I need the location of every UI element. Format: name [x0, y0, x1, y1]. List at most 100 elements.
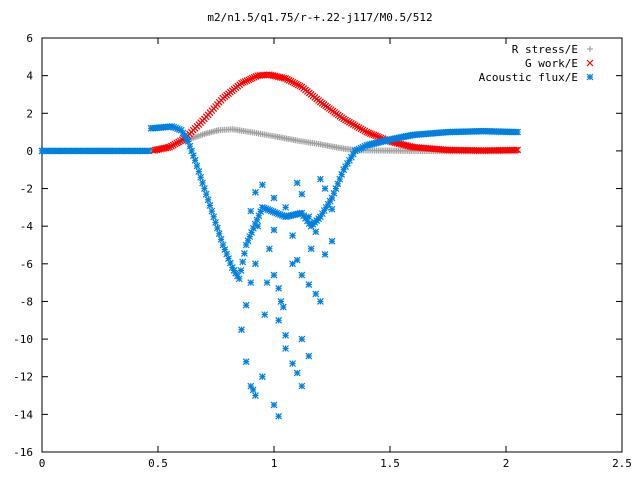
data-point	[239, 78, 247, 86]
data-point	[245, 76, 253, 84]
data-point	[217, 235, 225, 243]
data-point	[316, 175, 324, 183]
data-point	[213, 224, 221, 232]
data-point	[270, 401, 278, 409]
y-tick-label: -8	[20, 295, 33, 308]
legend-marker	[587, 46, 593, 52]
data-point	[277, 298, 285, 305]
data-point	[204, 196, 212, 204]
data-point	[287, 77, 295, 85]
data-point	[275, 412, 283, 420]
data-point	[254, 222, 262, 230]
data-point	[282, 345, 290, 352]
data-point	[258, 373, 266, 381]
y-tick-label: -10	[13, 333, 33, 346]
data-point	[307, 245, 315, 253]
data-point	[289, 78, 297, 86]
data-point	[247, 279, 255, 287]
data-point	[289, 232, 296, 240]
data-point	[328, 205, 336, 213]
data-point	[208, 207, 216, 215]
data-point	[363, 128, 371, 136]
data-point	[512, 146, 520, 154]
data-point	[261, 311, 269, 319]
data-point	[199, 179, 206, 187]
data-point	[321, 185, 329, 192]
data-point	[252, 260, 259, 268]
y-tick-label: 0	[26, 145, 33, 158]
data-point	[332, 185, 340, 192]
data-point	[293, 369, 301, 377]
data-point	[305, 281, 313, 288]
data-point	[200, 185, 208, 192]
data-point	[265, 245, 273, 253]
y-tick-label: -14	[13, 408, 33, 421]
data-point	[282, 331, 290, 339]
data-point	[312, 228, 320, 236]
data-point	[215, 230, 223, 238]
data-point	[293, 80, 300, 88]
data-point	[282, 203, 290, 211]
data-point	[247, 75, 254, 83]
data-point	[279, 303, 287, 311]
data-point	[242, 301, 250, 309]
data-point	[238, 326, 245, 334]
data-point	[252, 392, 259, 399]
data-point	[275, 284, 283, 292]
x-tick-label: 0.5	[148, 457, 168, 470]
data-point	[239, 258, 247, 266]
y-tick-label: 4	[26, 70, 33, 83]
data-point	[145, 147, 153, 155]
data-point	[289, 360, 296, 367]
data-point	[193, 162, 201, 170]
data-point	[252, 188, 259, 196]
legend-label: Acoustic flux/E	[479, 71, 578, 84]
data-point	[235, 275, 243, 283]
data-point	[298, 190, 306, 198]
data-point	[305, 213, 313, 221]
y-tick-label: 2	[26, 107, 33, 120]
data-point	[298, 271, 306, 279]
data-point	[270, 194, 278, 202]
data-point	[298, 382, 306, 390]
data-point	[195, 168, 203, 176]
data-point	[247, 382, 255, 390]
data-point	[241, 78, 249, 85]
y-tick-label: -16	[13, 446, 33, 459]
series-2	[149, 71, 522, 154]
y-tick-label: -6	[20, 258, 33, 271]
data-point	[212, 218, 219, 226]
data-point	[305, 352, 313, 360]
data-point	[296, 82, 304, 90]
data-point	[197, 173, 205, 181]
data-point	[298, 335, 306, 343]
legend-label: G work/E	[525, 57, 578, 70]
data-point	[238, 79, 245, 87]
data-point	[275, 316, 283, 324]
axis-ticks: 0 0.5 1 1.5 2 2.5 6 4 2 0 -2 -4 -6 -8 -10 -12 -14 -16	[13, 32, 632, 470]
data-point	[316, 298, 324, 305]
data-point	[237, 266, 245, 274]
data-point	[370, 131, 378, 139]
data-point	[514, 128, 522, 136]
data-point	[240, 250, 248, 257]
x-tick-label: 2	[503, 457, 510, 470]
data-point	[374, 133, 381, 140]
data-point	[243, 77, 251, 85]
series-3	[38, 123, 522, 420]
data-point	[242, 358, 250, 366]
data-point	[263, 279, 271, 287]
data-point	[294, 81, 302, 89]
data-point	[289, 260, 296, 268]
data-point	[366, 130, 374, 137]
data-point	[368, 130, 376, 138]
chart-title: m2/n1.5/q1.75/r-+.22-j117/M0.5/512	[207, 11, 432, 24]
data-point	[270, 271, 278, 279]
data-point	[249, 386, 257, 394]
data-point	[372, 132, 380, 140]
legend-label: R stress/E	[512, 43, 578, 56]
data-point	[191, 156, 199, 164]
series-layer	[38, 71, 522, 420]
